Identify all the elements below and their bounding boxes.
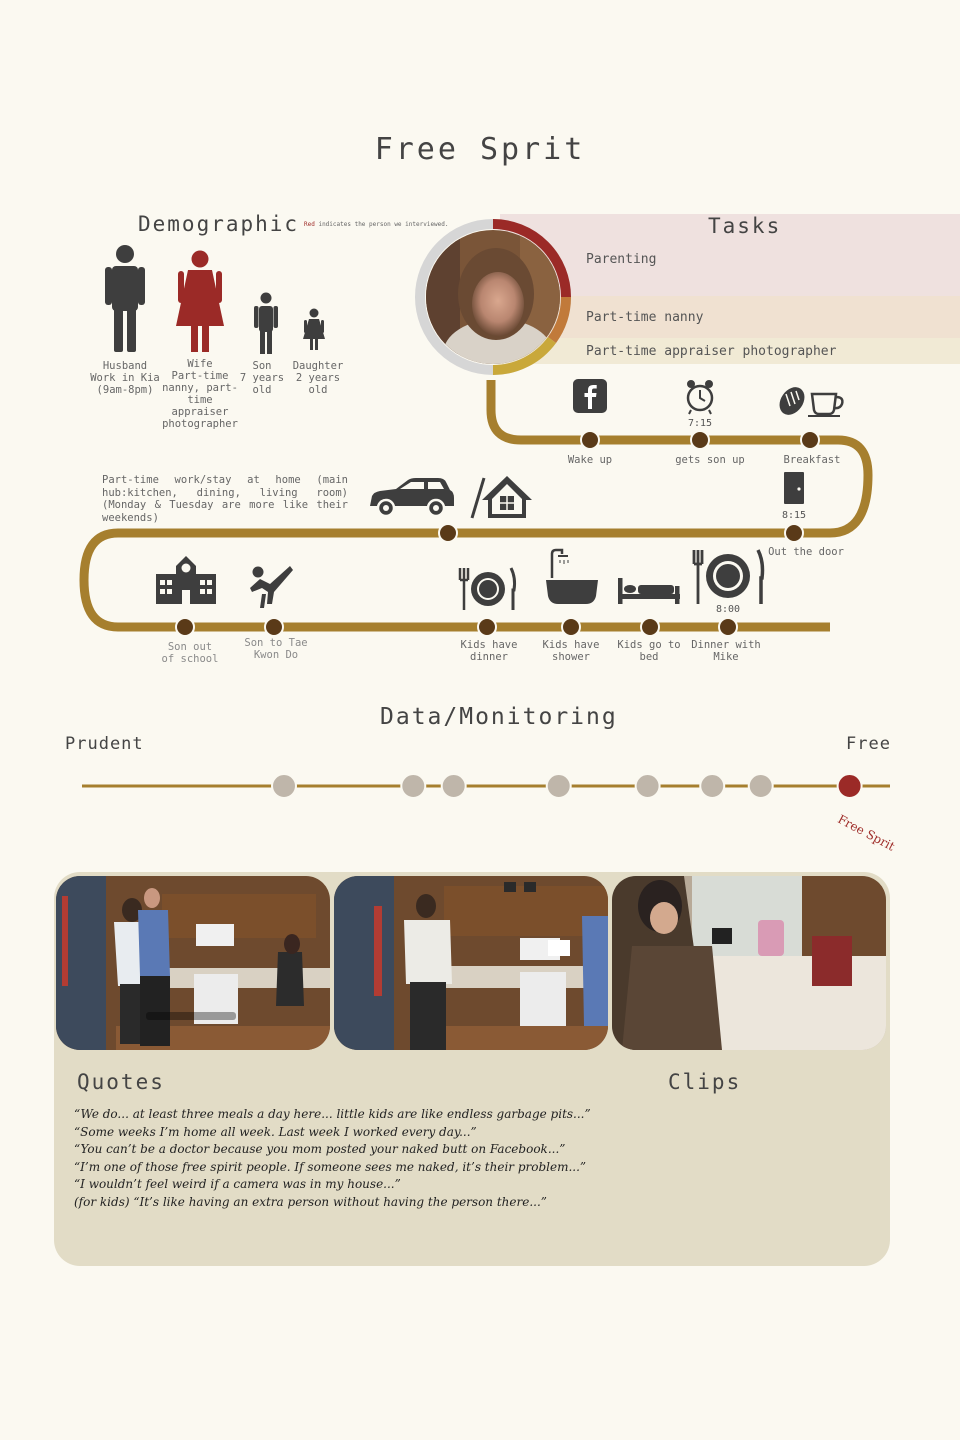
time-gets-son-up: 7:15 [688,418,713,429]
daily-timeline [79,380,873,637]
clips-title: Clips [668,1070,742,1094]
event-son-to-taekwondo: Son to Tae Kwon Do [244,637,308,661]
task-nanny: Part-time nanny [586,310,704,325]
girl-icon [303,308,325,350]
door-icon [784,472,804,504]
bed-icon [618,578,680,604]
quotes-title: Quotes [77,1070,165,1094]
page-title: Free Sprit [374,132,586,167]
timeline-dot [438,523,458,543]
scale-point [400,773,427,799]
quotes-list: “We do... at least three meals a day her… [74,1106,591,1211]
timeline-dot [175,617,195,637]
task-photographer: Part-time appraiser photographer [586,344,837,359]
scale-right-label: Free [846,734,891,754]
man-icon [105,245,145,352]
home-info-text: Part-time work/stay at home (main hub:ki… [102,474,348,524]
event-out-the-door: Out the door [768,546,844,558]
clip-thumbnail-2[interactable] [334,876,608,1050]
event-kids-have-dinner: Kids have dinner [460,639,518,663]
scale-point [699,773,726,799]
demographic-title: Demographic [138,212,300,236]
timeline-dot [800,430,820,450]
task-bar-photographer [500,338,960,364]
timeline-path [79,380,873,632]
free-sprit-tag: Free Sprit [835,812,898,854]
taekwondo-icon [250,566,293,608]
timeline-dot [264,617,284,637]
car-house-icon [370,476,532,519]
husband-label: Husband Work in Kia (9am-8pm) [90,360,160,396]
event-gets-son-up: gets son up [675,454,745,466]
demographic-note: Red indicates the person we interviewed. [304,221,449,229]
timeline-dot [690,430,710,450]
quote-item: “I wouldn’t feel weird if a camera was i… [74,1177,401,1191]
school-icon [156,556,216,604]
task-parenting: Parenting [586,252,657,267]
timeline-dot [784,523,804,543]
interviewee-photo [426,230,560,364]
monitoring-scale [82,773,890,799]
daughter-label: Daughter 2 years old [292,360,344,396]
dinner-plate-icon [458,567,517,610]
son-label: Son 7 years old [239,360,285,396]
scale-point [440,773,467,799]
quote-item: “I’m one of those free spirit people. If… [74,1159,587,1174]
scale-point [747,773,774,799]
quote-item: (for kids) “It’s like having an extra pe… [74,1194,547,1209]
clip-thumbnail-1[interactable] [56,876,330,1050]
data-monitoring-title: Data/Monitoring [380,704,618,730]
task-bar-nanny [500,296,960,338]
event-dinner-with-mike: Dinner with Mike [691,639,761,663]
event-kids-go-to-bed: Kids go to bed [617,639,681,663]
facebook-icon [573,379,607,413]
event-wake-up: Wake up [567,454,613,466]
timeline-dot [640,617,660,637]
family-figures [105,245,325,354]
quote-item: “You can’t be a doctor because you mom p… [74,1142,566,1156]
alarm-clock-icon [686,380,714,415]
scale-left-label: Prudent [65,734,144,754]
event-breakfast: Breakfast [783,454,841,466]
scale-point-interviewee [836,773,863,799]
timeline-dot [477,617,497,637]
woman-icon [176,250,224,352]
timeline-dot [580,430,600,450]
quote-item: “Some weeks I’m home all week. Last week… [74,1124,477,1139]
dinner-with-mike-icon [692,549,765,604]
boy-icon [254,292,278,354]
scale-point [271,773,297,799]
quote-item: “We do... at least three meals a day her… [74,1107,591,1121]
event-kids-have-shower: Kids have shower [542,639,600,663]
portrait-ring [415,219,571,375]
tasks-title: Tasks [708,214,782,238]
note-text: indicates the person we interviewed. [314,221,449,228]
wife-label: Wife Part-time nanny, part- time apprais… [162,358,238,430]
clip-thumbnail-3[interactable] [612,876,886,1050]
note-red-word: Red [304,221,315,228]
timeline-dot [561,617,581,637]
event-son-out-of-school: Son out of school [161,641,219,665]
task-bar-parenting [500,214,960,296]
scale-point [634,773,661,799]
breakfast-icon [779,387,844,417]
bathtub-icon [546,548,598,604]
time-out-the-door: 8:15 [782,510,807,521]
scale-point [545,773,572,799]
timeline-dot [718,617,738,637]
time-dinner-with-mike: 8:00 [716,604,741,615]
